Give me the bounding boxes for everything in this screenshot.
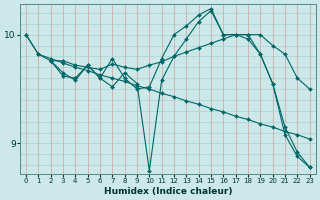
X-axis label: Humidex (Indice chaleur): Humidex (Indice chaleur) (104, 187, 232, 196)
